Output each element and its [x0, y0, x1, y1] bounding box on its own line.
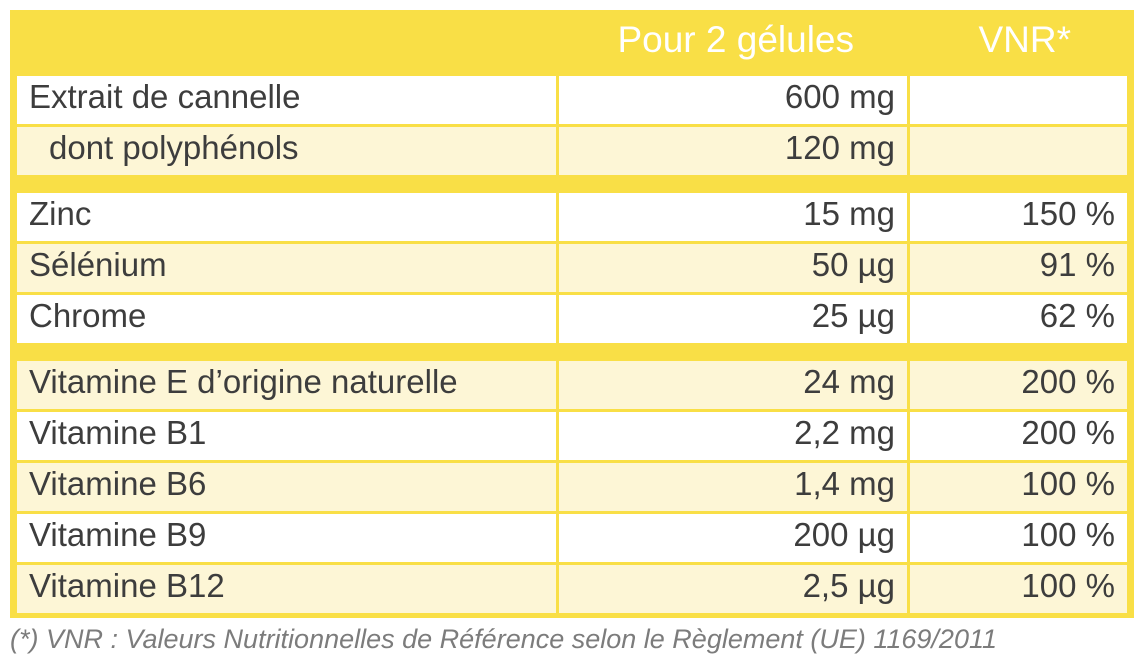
row-qty-cinnamon-extract: 600 mg — [559, 76, 907, 124]
row-name-cinnamon-extract: Extrait de cannelle — [17, 76, 556, 124]
row-qty-selenium: 50 µg — [559, 244, 907, 292]
row-qty-vitamin-e: 24 mg — [559, 361, 907, 409]
row-name-vitamin-b6: Vitamine B6 — [17, 463, 556, 511]
row-qty-polyphenols: 120 mg — [559, 127, 907, 175]
row-name-vitamin-b9: Vitamine B9 — [17, 514, 556, 562]
row-name-vitamin-b12: Vitamine B12 — [17, 565, 556, 613]
row-vnr-cinnamon-extract — [910, 76, 1127, 124]
nutrition-table: Pour 2 gélules VNR* Extrait de cannelle … — [10, 10, 1134, 618]
row-name-zinc: Zinc — [17, 193, 556, 241]
vnr-footnote: (*) VNR : Valeurs Nutritionnelles de Réf… — [10, 624, 997, 654]
row-qty-chromium: 25 µg — [559, 295, 907, 343]
row-vnr-polyphenols — [910, 127, 1127, 175]
row-vnr-chromium: 62 % — [910, 295, 1127, 343]
row-name-chromium: Chrome — [17, 295, 556, 343]
row-name-vitamin-e: Vitamine E d’origine naturelle — [17, 361, 556, 409]
row-name-selenium: Sélénium — [17, 244, 556, 292]
row-qty-vitamin-b1: 2,2 mg — [559, 412, 907, 460]
row-qty-vitamin-b12: 2,5 µg — [559, 565, 907, 613]
row-qty-vitamin-b6: 1,4 mg — [559, 463, 907, 511]
row-vnr-vitamin-b1: 200 % — [910, 412, 1127, 460]
row-vnr-vitamin-e: 200 % — [910, 361, 1127, 409]
row-vnr-vitamin-b6: 100 % — [910, 463, 1127, 511]
row-vnr-selenium: 91 % — [910, 244, 1127, 292]
row-vnr-vitamin-b9: 100 % — [910, 514, 1127, 562]
row-qty-zinc: 15 mg — [559, 193, 907, 241]
header-vnr: VNR* — [978, 19, 1071, 60]
row-vnr-zinc: 150 % — [910, 193, 1127, 241]
row-qty-vitamin-b9: 200 µg — [559, 514, 907, 562]
row-vnr-vitamin-b12: 100 % — [910, 565, 1127, 613]
header-per-dose: Pour 2 gélules — [617, 19, 854, 60]
row-name-vitamin-b1: Vitamine B1 — [17, 412, 556, 460]
row-name-polyphenols: dont polyphénols — [17, 127, 556, 175]
